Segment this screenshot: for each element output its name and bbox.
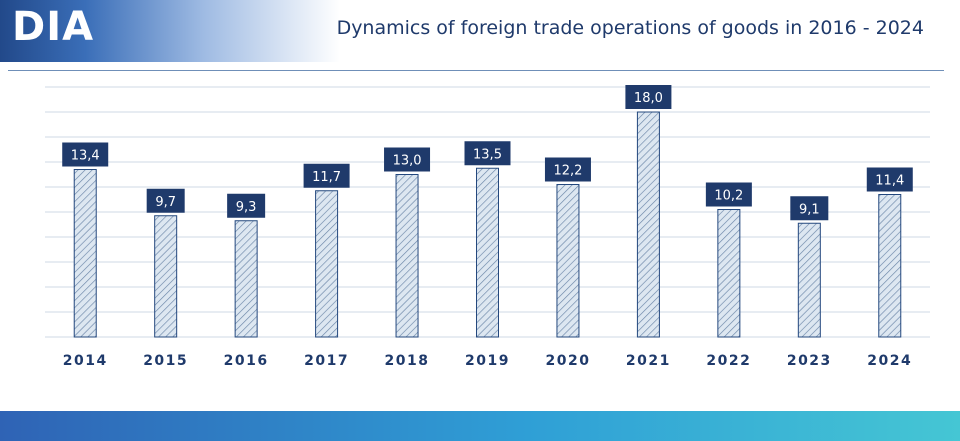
data-label-box: [625, 85, 672, 109]
logo-band: DIA: [0, 0, 340, 62]
bar-2015: [154, 215, 178, 338]
data-label-text: 9,1: [799, 202, 820, 217]
x-tick-2014: 2014: [63, 353, 108, 369]
x-tick-2023: 2023: [787, 353, 832, 369]
data-label-text: 13,5: [473, 147, 502, 162]
data-label-2015: 9,7: [146, 188, 185, 213]
data-label-text: 9,7: [155, 195, 176, 210]
x-tick-2017: 2017: [304, 353, 349, 369]
x-tick-2021: 2021: [626, 353, 671, 369]
data-label-2022: 10,2: [705, 182, 752, 207]
data-label-2023: 9,1: [790, 196, 829, 221]
bar-2014: [73, 169, 97, 338]
data-label-box: [705, 182, 752, 207]
chart-title: Dynamics of foreign trade operations of …: [336, 17, 924, 39]
data-labels: 13,4 9,7 9,3 11,7 13,0 13,5 12,2 18,0 10,2 9,1 11,…: [62, 85, 913, 221]
bar-2019: [476, 167, 499, 338]
header: DIA Dynamics of foreign trade operations…: [0, 0, 960, 62]
bar-2017: [315, 190, 339, 338]
data-label-2014: 13,4: [62, 142, 109, 167]
bar-2021: [636, 111, 660, 338]
data-label-box: [146, 188, 185, 213]
x-tick-2020: 2020: [545, 353, 590, 369]
data-label-box: [384, 147, 431, 172]
data-label-2018: 13,0: [384, 147, 431, 172]
x-tick-2019: 2019: [465, 353, 510, 369]
data-label-2021: 18,0: [625, 85, 672, 109]
data-label-box: [227, 193, 266, 218]
data-label-2017: 11,7: [303, 163, 350, 188]
bar-2023: [797, 222, 821, 338]
bars: [73, 111, 902, 338]
data-label-2024: 11,4: [866, 167, 913, 192]
data-label-text: 12,2: [553, 164, 582, 179]
data-label-box: [62, 142, 109, 167]
data-label-box: [464, 141, 511, 166]
x-tick-2018: 2018: [385, 353, 430, 369]
data-label-box: [544, 157, 591, 182]
data-label-text: 18,0: [634, 91, 663, 106]
bar-2016: [234, 220, 258, 338]
header-divider: [8, 70, 944, 71]
data-label-2016: 9,3: [227, 193, 266, 218]
data-label-box: [303, 163, 350, 188]
data-label-2020: 12,2: [544, 157, 591, 182]
data-label-text: 13,0: [393, 154, 422, 169]
data-label-box: [866, 167, 913, 192]
data-label-text: 11,4: [875, 174, 904, 189]
data-label-text: 9,3: [236, 200, 257, 215]
logo: DIA: [12, 4, 95, 50]
bar-2022: [717, 209, 741, 338]
data-label-box: [790, 196, 829, 221]
bar-2024: [878, 194, 902, 338]
data-label-text: 13,4: [71, 149, 100, 164]
data-label-2019: 13,5: [464, 141, 511, 166]
x-tick-2016: 2016: [224, 353, 269, 369]
x-tick-2022: 2022: [706, 353, 751, 369]
data-label-text: 10,2: [714, 189, 743, 204]
data-label-text: 11,7: [312, 170, 341, 185]
x-tick-2024: 2024: [867, 353, 912, 369]
bar-2018: [395, 174, 419, 338]
x-tick-2015: 2015: [143, 353, 188, 369]
x-axis-tick-labels: 2014 2015 2016 2017 2018 2019 2020 2021 2022 2023…: [63, 353, 912, 369]
bar-2020: [556, 184, 580, 338]
footer-band: [0, 411, 960, 441]
